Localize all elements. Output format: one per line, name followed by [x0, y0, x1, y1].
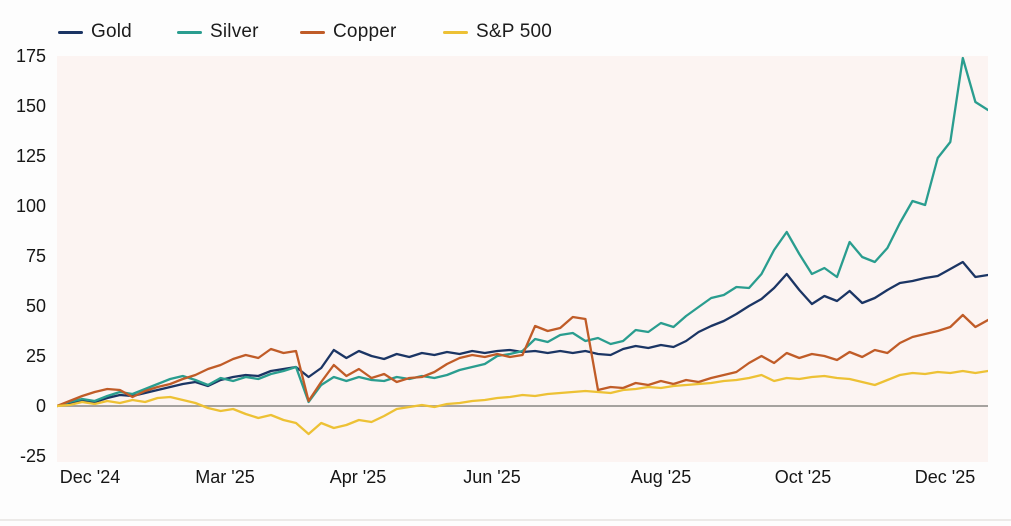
x-tick-aug25: Aug '25: [630, 467, 692, 487]
x-tick-jun25: Jun '25: [463, 467, 521, 487]
y-tick-25: 25: [25, 346, 46, 366]
x-axis: Dec '24 Mar '25 Apr '25 Jun '25 Aug '25 …: [0, 466, 1011, 488]
y-tick-75: 75: [25, 246, 46, 266]
silver-line-swatch-icon: [177, 30, 202, 34]
y-tick-100: 100: [15, 196, 46, 216]
y-tick-175: 175: [15, 46, 46, 66]
chart-legend: Gold Silver Copper S&P 500: [0, 20, 1011, 44]
gold-line-swatch-icon: [58, 30, 83, 34]
legend-label-copper: Copper: [333, 21, 397, 42]
x-tick-dec25: Dec '25: [914, 467, 976, 487]
y-axis: 175 150 125 100 75 50 25 0 -25: [0, 0, 46, 526]
series-line-copper: [57, 313, 988, 408]
series-svg: [57, 56, 988, 436]
series-line-gold: [57, 260, 988, 408]
legend-item-copper[interactable]: Copper: [300, 20, 397, 44]
x-tick-mar25: Mar '25: [195, 467, 255, 487]
y-tick-0: 0: [35, 396, 46, 416]
x-tick-dec24: Dec '24: [59, 467, 121, 487]
zero-gridline: [57, 405, 988, 407]
legend-label-gold: Gold: [91, 21, 132, 42]
series-line-s-p-500: [57, 369, 988, 436]
sp500-line-swatch-icon: [443, 30, 468, 34]
x-tick-apr25: Apr '25: [329, 467, 387, 487]
y-tick-150: 150: [15, 96, 46, 116]
y-tick-50: 50: [25, 296, 46, 316]
y-tick-neg25: -25: [19, 446, 46, 466]
legend-item-gold[interactable]: Gold: [58, 20, 132, 44]
x-tick-oct25: Oct '25: [774, 467, 832, 487]
legend-label-silver: Silver: [210, 21, 259, 42]
y-tick-125: 125: [15, 146, 46, 166]
series-line-silver: [57, 56, 988, 408]
plot-area[interactable]: [57, 56, 988, 462]
copper-line-swatch-icon: [300, 30, 325, 34]
bottom-divider: [0, 519, 1011, 521]
legend-item-sp500[interactable]: S&P 500: [443, 20, 552, 44]
legend-item-silver[interactable]: Silver: [177, 20, 259, 44]
legend-label-sp500: S&P 500: [476, 21, 553, 42]
